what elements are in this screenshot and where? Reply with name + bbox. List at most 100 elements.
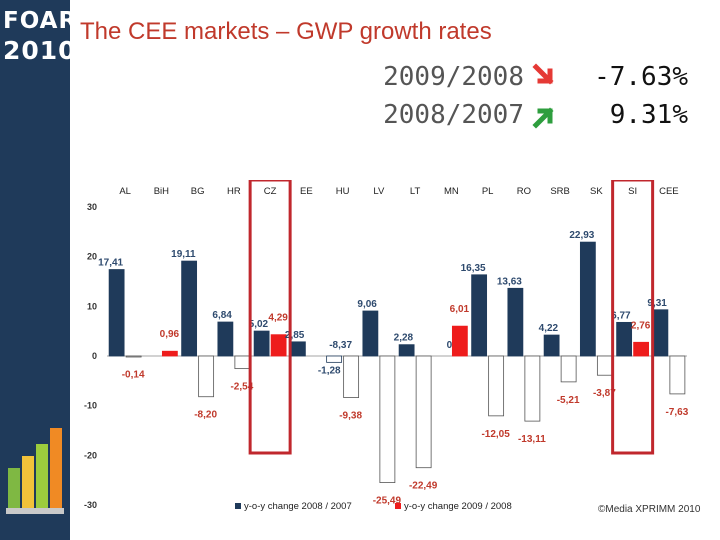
data-label-2009-2008: 4,29 — [268, 313, 288, 324]
bar-2009-2008 — [488, 355, 505, 417]
bar-2008-2007 — [398, 344, 415, 357]
bar-2008-2007 — [326, 355, 343, 363]
data-label-2009-2008: -5,21 — [557, 395, 580, 406]
category-label: AL — [119, 186, 131, 197]
bar-2008-2007 — [362, 310, 379, 357]
category-label: SI — [628, 186, 637, 197]
bar-2008-2007 — [652, 309, 669, 357]
extra-data-label: 0 — [447, 340, 453, 351]
bar-2009-2008 — [669, 355, 686, 395]
y-tick-label: 30 — [87, 202, 97, 212]
bar-2009-2008 — [343, 355, 360, 398]
bar-chart-decoration-icon — [6, 428, 64, 514]
data-label-2009-2008: -0,14 — [122, 370, 145, 381]
legend-swatch — [395, 503, 401, 509]
bar-2009-2008 — [125, 355, 142, 358]
legend-label: y-o-y change 2009 / 2008 — [404, 501, 512, 512]
bar-2008-2007 — [181, 260, 198, 357]
data-label-2009-2008: -3,87 — [593, 388, 616, 399]
bar-2008-2007 — [543, 334, 560, 357]
bar-2008-2007 — [289, 341, 306, 357]
logo-line2: 2010 — [3, 36, 77, 65]
data-label-2008-2007: 2,85 — [285, 330, 305, 341]
bar-2009-2008 — [270, 334, 287, 357]
gwp-growth-chart: 30 20 10 0 -10 -20 -30 AL BiH BG HR CZ EE HU LV LT MN PL R… — [84, 180, 689, 512]
category-label: CEE — [659, 186, 679, 197]
category-label: MN — [444, 186, 459, 197]
growth-period: 2009/2008 — [383, 62, 524, 92]
data-label-2008-2007: 4,22 — [539, 323, 559, 334]
data-label-2009-2008: -13,11 — [518, 434, 546, 445]
bar-2008-2007 — [579, 241, 596, 357]
data-label-2008-2007: 16,35 — [461, 263, 486, 274]
category-label: SK — [590, 186, 603, 197]
y-tick-label: 10 — [87, 301, 97, 311]
bar-2009-2008 — [198, 355, 215, 398]
category-label: CZ — [264, 186, 277, 197]
bar-2009-2008 — [234, 355, 251, 370]
bar-2008-2007 — [217, 321, 234, 357]
bar-2008-2007 — [616, 321, 633, 357]
data-label-2008-2007: 6,84 — [212, 310, 232, 321]
data-label-2009-2008: -9,38 — [339, 411, 362, 422]
sidebar: FOAR 2010 — [0, 0, 78, 540]
data-label-2008-2007: 9,31 — [647, 298, 667, 309]
data-label-2008-2007: 19,11 — [171, 249, 196, 260]
data-label-2009-2008: 2,76 — [631, 320, 651, 331]
copyright: ©Media XPRIMM 2010 — [598, 504, 701, 515]
category-label: SRB — [550, 186, 570, 197]
category-label: RO — [517, 186, 531, 197]
growth-value: 9.31% — [609, 100, 688, 130]
bar-2008-2007 — [471, 274, 488, 357]
y-tick-label: -20 — [84, 450, 97, 460]
bar-2009-2008 — [451, 325, 468, 357]
category-label: BiH — [154, 186, 169, 197]
legend-swatch — [235, 503, 241, 509]
bar-2009-2008 — [560, 355, 577, 383]
y-tick-label: 20 — [87, 252, 97, 262]
data-label-2009-2008: 6,01 — [450, 304, 470, 315]
category-label: LT — [410, 186, 421, 197]
bar-2009-2008 — [161, 350, 178, 357]
logo-line1: FOAR — [3, 8, 78, 34]
extra-data-label: -8,37 — [329, 340, 352, 351]
data-label-2008-2007: 5,02 — [249, 319, 269, 330]
category-label: PL — [482, 186, 494, 197]
bar-2009-2008 — [596, 355, 613, 376]
bar-2009-2008 — [415, 355, 432, 469]
growth-row-2009-2008: 2009/2008 -7.63% — [383, 62, 688, 92]
data-label-2008-2007: 17,41 — [98, 258, 123, 269]
data-label-2008-2007: 6,77 — [611, 310, 631, 321]
category-label: HU — [336, 186, 350, 197]
data-label-2008-2007: 9,06 — [357, 299, 377, 310]
growth-row-2008-2007: 2008/2007 9.31% — [383, 100, 688, 130]
foar-logo: FOAR 2010 — [3, 6, 78, 76]
data-label-2008-2007: -1,28 — [318, 365, 341, 376]
legend-label: y-o-y change 2008 / 2007 — [244, 501, 352, 512]
y-tick-label: -30 — [84, 500, 97, 510]
category-label: EE — [300, 186, 313, 197]
data-label-2008-2007: 22,93 — [569, 230, 594, 241]
data-label-2009-2008: -12,05 — [481, 429, 510, 440]
arrow-down-icon — [532, 63, 554, 85]
data-label-2009-2008: -25,49 — [373, 496, 402, 507]
data-label-2009-2008: -2,54 — [230, 382, 253, 393]
y-tick-label: 0 — [92, 351, 97, 361]
data-label-2008-2007: 2,28 — [394, 333, 414, 344]
y-tick-label: -10 — [84, 401, 97, 411]
bar-2009-2008 — [633, 341, 650, 357]
growth-period: 2008/2007 — [383, 100, 524, 130]
data-label-2008-2007: 13,63 — [497, 276, 522, 287]
category-label: BG — [191, 186, 205, 197]
data-label-2009-2008: -22,49 — [409, 481, 438, 492]
category-label: LV — [373, 186, 385, 197]
bar-2008-2007 — [253, 330, 270, 357]
highlight-box — [611, 180, 655, 455]
bar-2009-2008 — [379, 355, 396, 484]
category-label: HR — [227, 186, 241, 197]
highlight-box — [248, 180, 292, 455]
bar-2008-2007 — [507, 287, 524, 357]
growth-value: -7.63% — [594, 62, 688, 92]
bar-2008-2007 — [108, 269, 125, 357]
arrow-up-icon — [532, 107, 554, 129]
